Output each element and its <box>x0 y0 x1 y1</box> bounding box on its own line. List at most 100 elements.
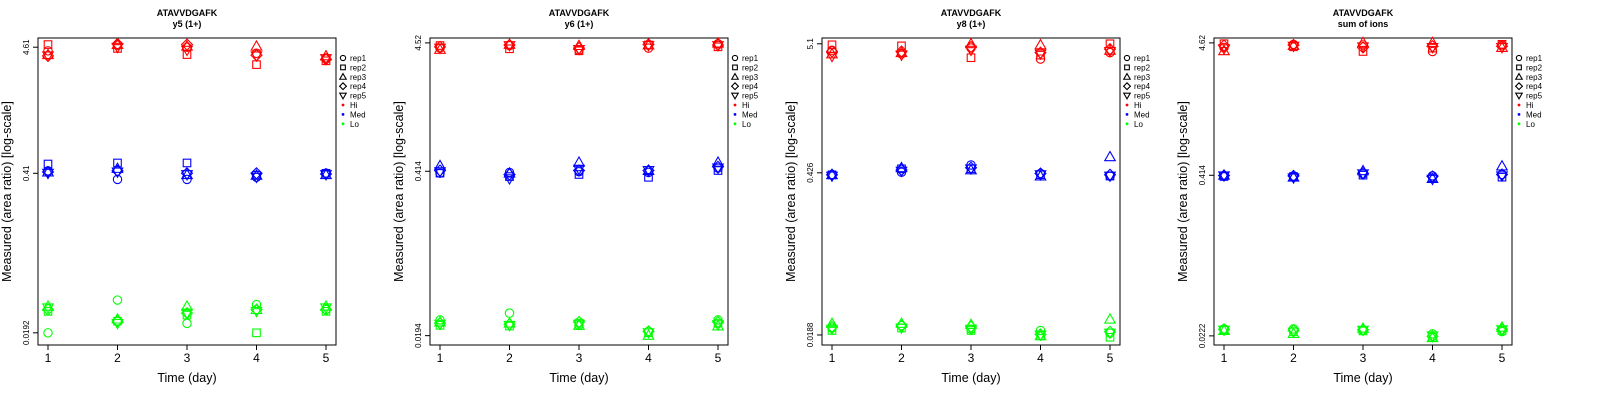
data-point-hi-rep5 <box>964 45 978 57</box>
x-tick-label: 4 <box>1037 351 1044 365</box>
x-tick-label: 4 <box>1429 351 1436 365</box>
data-point-lo-rep5 <box>41 303 55 315</box>
data-point-med-rep5 <box>964 164 978 176</box>
data-point-med-rep3 <box>319 168 333 180</box>
legend-symbol-rep1 <box>731 54 739 62</box>
y-tick-label: 0.414 <box>1198 165 1207 186</box>
y-axis-label: Measured (area ratio) [log-scale] <box>392 101 406 282</box>
x-tick-label: 1 <box>829 351 836 365</box>
y-axis-label: Measured (area ratio) [log-scale] <box>784 101 798 282</box>
legend-label: rep1 <box>742 54 759 63</box>
y-tick-label: 4.52 <box>414 35 423 51</box>
legend-symbol-rep2 <box>732 64 738 71</box>
y-axis-label: Measured (area ratio) [log-scale] <box>0 101 14 282</box>
data-point-lo-rep1 <box>504 308 515 318</box>
y-tick-label: 4.61 <box>22 39 31 55</box>
chart-subtitle: y6 (1+) <box>565 19 594 29</box>
chart-subtitle: y5 (1+) <box>173 19 202 29</box>
data-point-med-rep5 <box>1426 174 1439 186</box>
legend-symbol-rep1 <box>1123 54 1131 62</box>
data-point-lo-rep2 <box>252 328 261 338</box>
data-point-hi-rep5 <box>433 43 447 55</box>
data-point-hi-rep5 <box>1287 41 1300 53</box>
data-point-med-rep5 <box>180 170 194 181</box>
x-tick-label: 3 <box>968 351 975 365</box>
data-point-med-rep5 <box>1287 173 1300 185</box>
data-point-lo-rep5 <box>964 324 978 336</box>
x-tick-label: 5 <box>1107 351 1114 365</box>
data-point-hi-rep3 <box>1034 38 1047 50</box>
data-point-hi-rep5 <box>825 51 839 63</box>
data-point-med-rep5 <box>503 174 516 186</box>
data-point-med-rep5 <box>1217 171 1231 183</box>
legend-label: rep4 <box>1134 82 1151 91</box>
y-tick-label: 0.426 <box>806 162 815 183</box>
legend-symbol-rep5 <box>338 92 348 100</box>
y-tick-label: 5.1 <box>806 38 815 50</box>
data-point-hi-rep2 <box>897 41 906 51</box>
data-point-med-rep5 <box>1034 170 1047 182</box>
data-point-hi-rep4 <box>180 38 194 51</box>
legend-label: rep5 <box>1134 92 1151 101</box>
data-point-med-rep5 <box>319 170 333 181</box>
data-point-lo-rep5 <box>825 324 839 336</box>
data-point-lo-rep5 <box>1426 331 1439 343</box>
legend-symbol-rep3 <box>1514 72 1524 80</box>
legend-symbol-rep5 <box>1514 92 1524 100</box>
data-point-med-rep5 <box>1103 171 1117 183</box>
data-point-med-rep5 <box>711 163 725 175</box>
legend-dot-med <box>341 113 345 116</box>
legend-label: rep1 <box>1134 54 1151 63</box>
chart-title: ATAVVDGAFK <box>157 8 218 18</box>
data-point-hi-rep5 <box>1356 42 1370 54</box>
chart-title: ATAVVDGAFK <box>1333 8 1394 18</box>
data-point-med-rep3 <box>503 166 516 178</box>
data-point-med-rep3 <box>433 159 447 171</box>
data-point-med-rep3 <box>41 165 55 177</box>
legend-dot-lo <box>341 122 345 126</box>
y-tick-label: 0.0222 <box>1198 323 1207 348</box>
legend-label: rep3 <box>742 73 759 82</box>
data-point-lo-rep5 <box>711 320 725 332</box>
legend-label: Lo <box>1134 120 1143 129</box>
legend-symbol-rep1 <box>339 54 347 62</box>
legend-label: rep3 <box>350 73 367 82</box>
data-point-lo-rep5 <box>433 319 447 331</box>
x-tick-label: 3 <box>1360 351 1367 365</box>
data-point-hi-rep5 <box>180 45 194 57</box>
data-point-lo-rep5 <box>1034 330 1047 342</box>
legend-dot-lo <box>1517 122 1521 126</box>
data-point-lo-rep5 <box>1356 325 1370 337</box>
data-point-hi-rep5 <box>1495 42 1509 54</box>
data-point-med-rep5 <box>642 166 655 177</box>
data-point-hi-rep5 <box>111 42 124 54</box>
data-point-hi-rep3 <box>1287 39 1300 51</box>
data-point-lo-rep3 <box>250 303 263 315</box>
data-point-lo-rep5 <box>319 303 333 315</box>
plot-frame <box>429 37 729 346</box>
data-point-med-rep5 <box>1356 169 1370 181</box>
data-point-hi-rep4 <box>1217 39 1231 52</box>
data-point-lo-rep5 <box>642 328 655 340</box>
data-point-med-rep2 <box>574 170 584 179</box>
data-point-lo-rep1 <box>251 299 262 310</box>
legend-label: rep5 <box>350 92 367 101</box>
data-point-med-rep3 <box>572 155 586 167</box>
chart-title: ATAVVDGAFK <box>941 8 1002 18</box>
data-point-hi-rep4 <box>825 45 839 58</box>
data-point-lo-rep3 <box>825 317 839 328</box>
x-axis-label: Time (day) <box>1333 371 1392 385</box>
data-point-lo-rep5 <box>572 319 586 331</box>
x-tick-label: 1 <box>45 351 52 365</box>
data-point-hi-rep3 <box>642 38 655 50</box>
legend-dot-lo <box>1125 122 1129 126</box>
data-point-lo-rep5 <box>1217 325 1231 337</box>
data-point-hi-rep5 <box>895 50 908 62</box>
data-point-lo-rep5 <box>250 306 263 318</box>
data-point-med-rep1 <box>182 174 192 185</box>
data-point-hi-rep5 <box>572 44 586 56</box>
data-point-med-rep5 <box>825 171 839 183</box>
legend-label: Med <box>742 110 758 119</box>
data-point-lo-rep5 <box>895 323 908 335</box>
